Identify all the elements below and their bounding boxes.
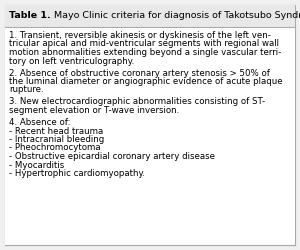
Bar [5,5,295,27]
Text: motion abnormalities extending beyond a single vascular terri-: motion abnormalities extending beyond a … [9,48,281,57]
Text: - Myocarditis: - Myocarditis [9,160,64,170]
Text: tricular apical and mid-ventricular segments with regional wall: tricular apical and mid-ventricular segm… [9,40,279,48]
Text: tory on left ventriculography.: tory on left ventriculography. [9,56,134,66]
Text: Table 1.: Table 1. [9,12,51,20]
Text: - Obstructive epicardial coronary artery disease: - Obstructive epicardial coronary artery… [9,152,215,161]
Text: rupture.: rupture. [9,86,44,94]
Text: - Recent head trauma: - Recent head trauma [9,126,103,136]
Text: 1. Transient, reversible akinesis or dyskinesis of the left ven-: 1. Transient, reversible akinesis or dys… [9,31,271,40]
Text: 2. Absence of obstructive coronary artery stenosis > 50% of: 2. Absence of obstructive coronary arter… [9,68,270,78]
Text: the luminal diameter or angiographic evidence of acute plaque: the luminal diameter or angiographic evi… [9,77,283,86]
Text: Mayo Clinic criteria for diagnosis of Takotsubo Syndrome.: Mayo Clinic criteria for diagnosis of Ta… [51,12,300,20]
Text: 3. New electrocardiographic abnormalities consisting of ST-: 3. New electrocardiographic abnormalitie… [9,98,265,106]
Text: - Hypertrophic cardiomyopathy.: - Hypertrophic cardiomyopathy. [9,169,145,178]
Text: - Intracranial bleeding: - Intracranial bleeding [9,135,104,144]
Text: segment elevation or T-wave inversion.: segment elevation or T-wave inversion. [9,106,179,115]
Bar [5,27,295,245]
Text: - Pheochromocytoma: - Pheochromocytoma [9,144,101,152]
Text: 4. Absence of:: 4. Absence of: [9,118,70,127]
